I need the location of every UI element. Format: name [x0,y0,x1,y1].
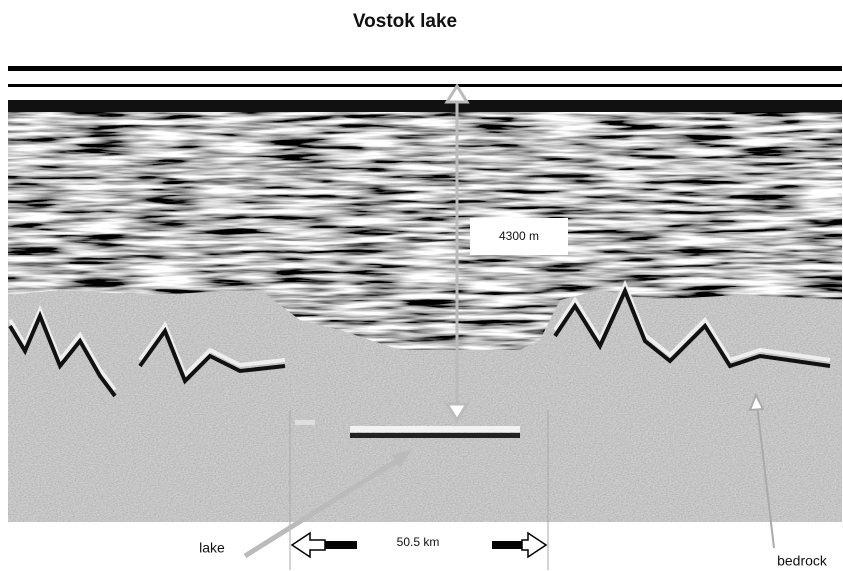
bedrock-label: bedrock [777,553,828,569]
thickness-label: 4300 m [499,229,539,243]
surface-line [8,100,842,112]
width-label: 50.5 km [397,535,440,549]
figure: Vostok lake 4300 m [0,0,843,571]
radargram [8,66,842,522]
title: Vostok lake [353,11,457,32]
surface-line [8,84,842,87]
surface-line [8,66,842,71]
lake-label: lake [199,540,225,556]
